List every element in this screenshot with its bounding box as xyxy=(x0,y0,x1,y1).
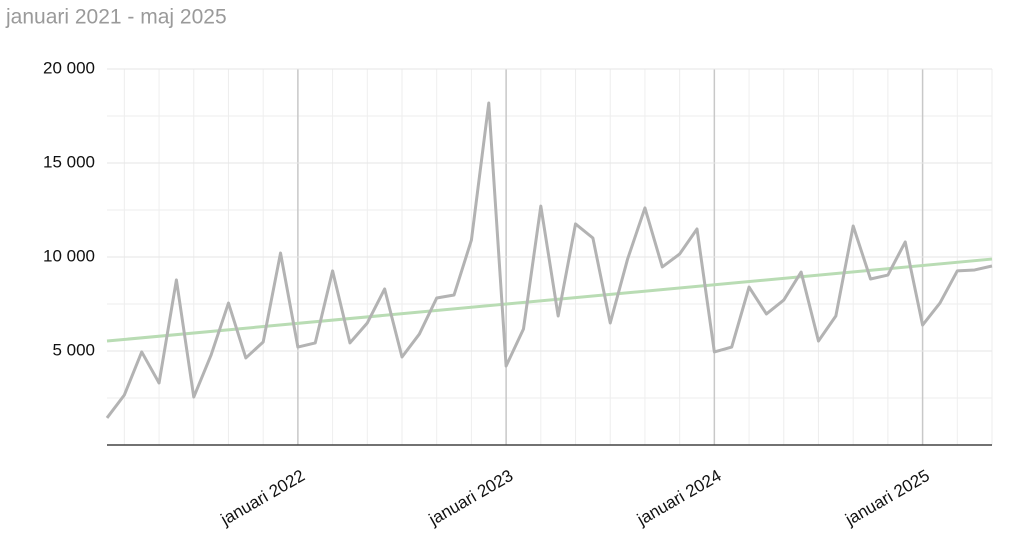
y-tick-label: 15 000 xyxy=(43,152,95,171)
chart-title: januari 2021 - maj 2025 xyxy=(5,6,227,29)
line-series xyxy=(105,101,993,419)
y-tick-label: 5 000 xyxy=(52,340,95,359)
x-tick-label: januari 2023 xyxy=(425,466,516,530)
trend-line xyxy=(106,257,993,343)
x-tick-label: januari 2022 xyxy=(217,466,308,530)
y-tick-label: 20 000 xyxy=(43,58,95,77)
y-tick-label: 10 000 xyxy=(43,246,95,265)
x-tick-label: januari 2025 xyxy=(841,466,932,530)
x-tick-label: januari 2024 xyxy=(633,466,724,530)
